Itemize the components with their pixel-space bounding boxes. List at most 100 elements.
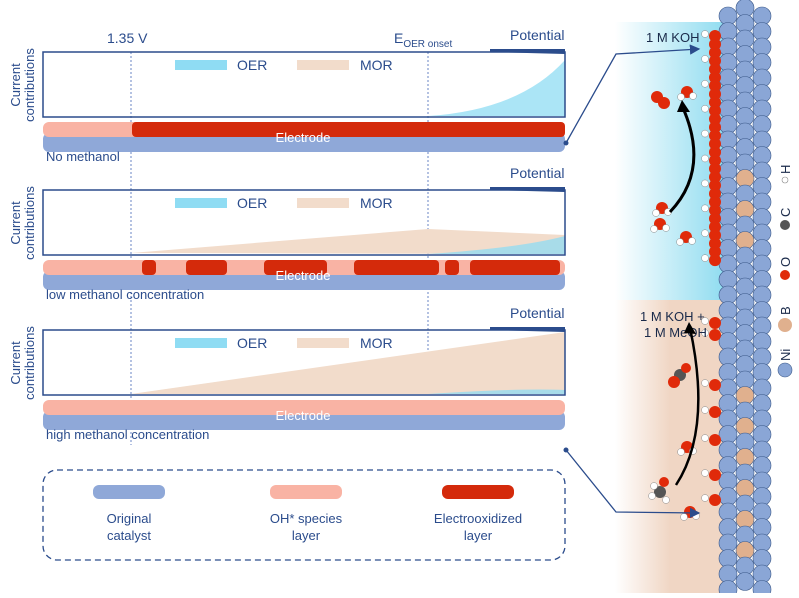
o-atom [709,317,721,329]
h-atom [701,179,709,188]
electrode-label: Electrode [276,268,331,283]
o-atom [709,63,721,76]
plot-frame [42,51,566,118]
h-atom [701,55,709,63]
o-atom [709,254,721,267]
o-atom [681,363,691,373]
h-atom [701,406,709,414]
potential-arrow-icon [490,327,565,332]
h-atom [701,129,709,138]
o-atom [709,434,721,446]
potential-arrow-icon [490,49,565,54]
o-atom [658,97,670,109]
o-atom [709,187,721,200]
svg-text:Ni: Ni [778,349,793,361]
h-atom [650,482,658,490]
oer-legend-swatch [175,60,227,70]
h-atom [676,238,684,246]
h-atom [701,229,709,237]
potential-label: Potential [510,165,564,181]
legend-oh-swatch [270,485,342,499]
o-atom [709,121,721,134]
o-atom [659,477,669,487]
h-atom [688,237,696,245]
o-atom [709,38,721,51]
electrode-label: Electrode [276,408,331,423]
potential-arrow-icon [490,187,565,192]
meoh-label: 1 M KOH +1 M MeOH [640,309,707,340]
oh-species-layer [43,400,565,415]
electrooxidized-segment [354,260,439,275]
mor-legend-label: MOR [360,57,393,73]
oer-legend-swatch [175,198,227,208]
o-atom [709,329,721,341]
condition-label: low methanol concentration [46,287,204,302]
potential-panel-2: Potential Currentcontributions OER MOR Elect… [8,165,566,302]
label-1-35v: 1.35 V [107,30,148,46]
h-atom [701,254,709,262]
o-atom [709,104,721,117]
o-atom [709,379,721,391]
h-atom [701,80,709,88]
mor-legend-label: MOR [360,195,393,211]
y-axis-label: Currentcontributions [8,326,37,400]
h-atom [701,329,709,337]
oer-legend-label: OER [237,57,267,73]
electrooxidized-segment [470,260,560,275]
o-atom [709,245,721,258]
h-atom [701,204,709,213]
koh-label: 1 M KOH [646,30,699,45]
o-atom [709,30,721,42]
c-atom [654,486,666,498]
original-catalyst-layer [43,271,565,290]
electrooxidized-segment [445,260,459,275]
o-atom [709,96,721,109]
h-atom [650,225,658,233]
electrooxidized-segment [142,260,156,275]
mor-reaction-arrow [674,327,700,486]
o-atom [709,179,721,192]
o-atom [709,220,721,233]
h-atom-icon [781,176,789,184]
original-catalyst-layer [43,133,565,152]
connector-high-methanol [565,449,701,519]
meoh-background [615,300,725,593]
connector-no-methanol [565,44,701,144]
o-atom [709,494,721,506]
oer-current-area [428,236,565,254]
oer-current-area [428,60,565,116]
electrooxidized-segment [186,260,227,275]
h-atom [701,154,709,163]
oer-legend-label: OER [237,335,267,351]
mor-legend-label: MOR [360,335,393,351]
o-atom [668,376,680,388]
mor-legend-swatch [297,338,349,348]
svg-text:O: O [778,257,793,267]
mor-legend-swatch [297,60,349,70]
label-eoer-onset: EOER onset [394,30,452,50]
o-atom [709,154,721,167]
oer-current-area [428,389,565,394]
oer-reaction-arrow [668,107,696,214]
h-atom [701,30,709,38]
plot-frame [42,329,566,396]
svg-text:B: B [778,306,793,315]
h-atom [701,379,709,387]
o-atom [709,212,721,225]
y-axis-label: Currentcontributions [8,48,37,122]
h-atom [677,448,685,456]
legend-original-label: Original catalyst [107,511,152,543]
h-atom [677,93,685,101]
o-atom [709,54,721,67]
ni-atom [735,572,755,591]
o-atom [709,204,721,217]
o-atom [709,196,721,208]
h-atom [701,317,709,325]
h-atom [680,513,688,521]
y-axis-label: Currentcontributions [8,186,37,260]
b-atom-icon [778,318,792,332]
oer-legend-swatch [175,338,227,348]
o-atom-icon [780,270,790,280]
o-atom [709,146,721,159]
